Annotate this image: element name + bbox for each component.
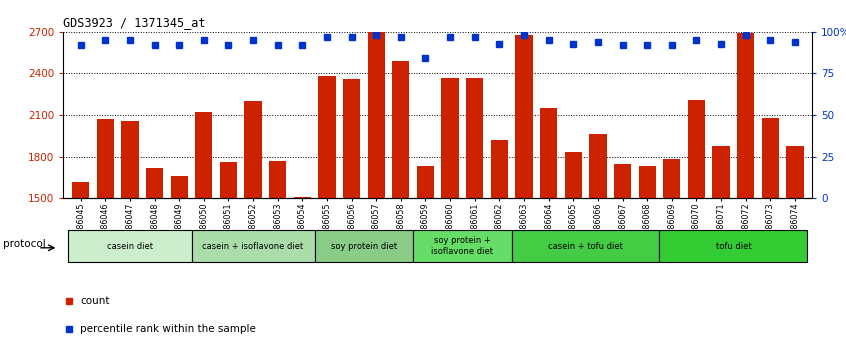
Bar [663,159,680,354]
Bar [368,32,385,354]
Text: soy protein +
isoflavone diet: soy protein + isoflavone diet [431,236,493,256]
Bar [146,168,163,354]
Bar [244,101,261,354]
Bar [512,230,660,262]
Bar [639,166,656,354]
Text: casein diet: casein diet [107,241,153,251]
Bar [220,162,237,354]
Bar [171,176,188,354]
Bar [590,135,607,354]
Bar [413,230,512,262]
Bar [491,140,508,354]
Bar [69,230,191,262]
Bar [191,230,315,262]
Bar [515,35,533,354]
Bar [318,76,336,354]
Text: casein + tofu diet: casein + tofu diet [548,241,623,251]
Bar [417,166,434,354]
Text: soy protein diet: soy protein diet [331,241,397,251]
Bar [737,33,755,354]
Bar [466,78,483,354]
Bar [96,119,114,354]
Bar [786,145,804,354]
Text: count: count [80,296,110,306]
Bar [761,118,779,354]
Bar [343,79,360,354]
Bar [269,161,286,354]
Bar [315,230,413,262]
Bar [195,112,212,354]
Bar [121,121,139,354]
Bar [72,182,90,354]
Text: tofu diet: tofu diet [716,241,751,251]
Text: GDS3923 / 1371345_at: GDS3923 / 1371345_at [63,16,206,29]
Bar [614,164,631,354]
Bar [688,100,705,354]
Bar [660,230,807,262]
Bar [393,61,409,354]
Bar [540,108,558,354]
Bar [564,153,582,354]
Bar [442,78,459,354]
Text: protocol: protocol [3,239,46,249]
Text: casein + isoflavone diet: casein + isoflavone diet [202,241,304,251]
Text: percentile rank within the sample: percentile rank within the sample [80,324,256,334]
Bar [712,145,729,354]
Bar [294,197,311,354]
